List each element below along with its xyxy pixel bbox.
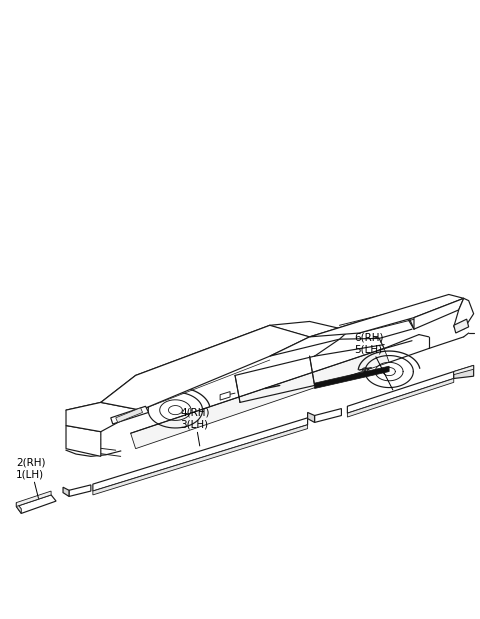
Polygon shape — [314, 366, 389, 389]
Text: 4(RH)
3(LH): 4(RH) 3(LH) — [180, 408, 210, 446]
Text: 2(RH)
1(LH): 2(RH) 1(LH) — [16, 458, 46, 498]
Polygon shape — [348, 371, 454, 413]
Polygon shape — [454, 319, 468, 333]
Polygon shape — [93, 425, 308, 495]
Polygon shape — [454, 365, 474, 378]
Polygon shape — [348, 378, 454, 417]
Polygon shape — [414, 298, 464, 329]
Polygon shape — [270, 321, 360, 356]
Polygon shape — [314, 409, 341, 422]
Polygon shape — [454, 298, 474, 329]
Polygon shape — [116, 408, 143, 422]
Polygon shape — [101, 326, 310, 402]
Polygon shape — [454, 365, 474, 374]
Text: 6(RH)
5(LH): 6(RH) 5(LH) — [354, 332, 393, 390]
Polygon shape — [220, 392, 230, 400]
Polygon shape — [16, 503, 21, 513]
Polygon shape — [16, 495, 56, 513]
Polygon shape — [69, 485, 91, 496]
Polygon shape — [66, 425, 101, 456]
Polygon shape — [63, 487, 69, 496]
Polygon shape — [93, 418, 308, 491]
Polygon shape — [66, 402, 141, 431]
Polygon shape — [310, 295, 464, 337]
Polygon shape — [101, 326, 310, 410]
Polygon shape — [16, 491, 51, 506]
Polygon shape — [308, 412, 314, 422]
Polygon shape — [131, 348, 389, 449]
Polygon shape — [111, 406, 148, 424]
